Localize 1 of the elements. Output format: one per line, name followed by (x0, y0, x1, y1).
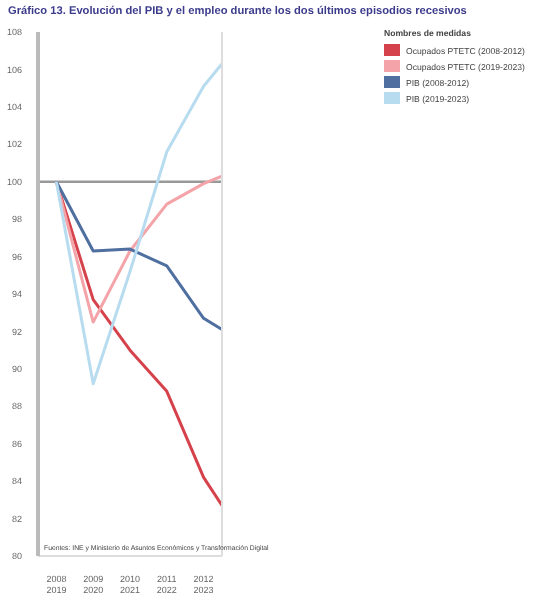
line-series (54, 62, 222, 386)
